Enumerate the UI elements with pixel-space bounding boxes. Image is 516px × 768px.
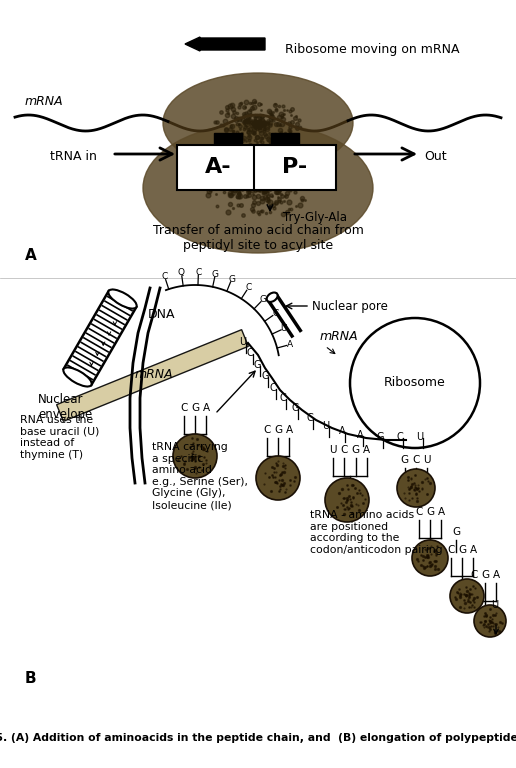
Text: Transfer of amino acid chain from
peptidyl site to acyl site: Transfer of amino acid chain from peptid… xyxy=(153,224,363,252)
Text: mRNA: mRNA xyxy=(320,330,359,343)
Text: G: G xyxy=(481,570,489,580)
Text: C: C xyxy=(412,455,420,465)
Text: G: G xyxy=(458,545,466,555)
Text: G: G xyxy=(291,403,299,413)
Text: Nuclear
envelope: Nuclear envelope xyxy=(38,393,92,421)
Text: G: G xyxy=(426,507,434,517)
Text: G: G xyxy=(401,455,409,465)
Text: mRNA: mRNA xyxy=(25,95,63,108)
Circle shape xyxy=(412,540,448,576)
Text: A: A xyxy=(363,445,370,455)
Text: Ribosome moving on mRNA: Ribosome moving on mRNA xyxy=(285,44,460,57)
Circle shape xyxy=(350,318,480,448)
Text: U: U xyxy=(424,455,431,465)
Text: U: U xyxy=(416,432,424,442)
Circle shape xyxy=(397,469,435,507)
Text: Fig. 8.5. (A) Addition of aminoacids in the peptide chain, and  (B) elongation o: Fig. 8.5. (A) Addition of aminoacids in … xyxy=(0,733,516,743)
Text: G: G xyxy=(261,371,269,381)
Text: P-: P- xyxy=(282,157,308,177)
Text: C: C xyxy=(180,403,187,413)
Text: A-: A- xyxy=(205,157,231,177)
Text: Q: Q xyxy=(178,269,185,277)
Text: G: G xyxy=(228,275,235,283)
Bar xyxy=(214,133,242,173)
Text: mRNA: mRNA xyxy=(135,368,173,381)
Text: C: C xyxy=(470,570,477,580)
Text: C: C xyxy=(263,425,270,435)
Text: A: A xyxy=(286,425,293,435)
Text: C: C xyxy=(447,545,455,555)
Ellipse shape xyxy=(63,367,92,386)
Text: G: G xyxy=(376,432,384,442)
Text: C: C xyxy=(415,507,423,517)
Text: A: A xyxy=(286,340,293,349)
Text: B: B xyxy=(25,671,37,686)
Text: C: C xyxy=(162,273,168,281)
Bar xyxy=(254,144,336,190)
Circle shape xyxy=(173,434,217,478)
Circle shape xyxy=(325,478,369,522)
Text: U: U xyxy=(239,337,247,347)
Ellipse shape xyxy=(143,123,373,253)
Text: A: A xyxy=(470,545,477,555)
Text: Out: Out xyxy=(424,150,447,163)
Text: C: C xyxy=(272,310,279,318)
Ellipse shape xyxy=(163,73,353,173)
Text: U: U xyxy=(281,324,287,333)
Text: G: G xyxy=(274,425,282,435)
Circle shape xyxy=(474,605,506,637)
Text: U: U xyxy=(329,445,337,455)
Text: Try-Gly-Ala: Try-Gly-Ala xyxy=(283,211,347,224)
Text: C: C xyxy=(195,267,202,276)
Text: A: A xyxy=(338,426,345,436)
Bar xyxy=(271,133,299,173)
Text: A: A xyxy=(25,248,37,263)
Text: C: C xyxy=(245,283,251,293)
Text: RNA uses the
base uracil (U)
instead of
thymine (T): RNA uses the base uracil (U) instead of … xyxy=(20,415,100,460)
Polygon shape xyxy=(57,329,248,422)
Text: C: C xyxy=(270,383,277,393)
Text: C: C xyxy=(247,348,253,358)
Text: U: U xyxy=(322,421,330,431)
Text: C: C xyxy=(307,413,313,423)
Circle shape xyxy=(256,456,300,500)
Text: C: C xyxy=(280,393,286,403)
Text: A: A xyxy=(203,403,210,413)
FancyArrow shape xyxy=(185,37,265,51)
Text: Ribosome: Ribosome xyxy=(384,376,446,389)
Text: A: A xyxy=(493,570,500,580)
Text: G: G xyxy=(351,445,360,455)
Bar xyxy=(177,144,259,190)
Text: C: C xyxy=(341,445,348,455)
Text: Nuclear pore: Nuclear pore xyxy=(312,300,388,313)
Ellipse shape xyxy=(267,293,278,302)
Text: C: C xyxy=(397,432,404,442)
Text: G: G xyxy=(191,403,199,413)
Text: A: A xyxy=(357,430,363,440)
Text: G: G xyxy=(212,270,219,279)
Text: G: G xyxy=(260,295,267,304)
Text: A: A xyxy=(438,507,445,517)
Text: tRNA carrying
a specific
amino acid
e.g., Serine (Ser),
Glycine (Gly),
Isoleucin: tRNA carrying a specific amino acid e.g.… xyxy=(152,442,248,510)
Text: G: G xyxy=(452,527,460,537)
Text: tRNA - amino acids
are positioned
according to the
codon/anticodon pairing: tRNA - amino acids are positioned accord… xyxy=(310,510,443,555)
Text: tRNA in: tRNA in xyxy=(50,150,97,163)
Circle shape xyxy=(450,579,484,613)
Text: U: U xyxy=(491,600,498,610)
Text: DNA: DNA xyxy=(148,308,175,321)
Text: G: G xyxy=(253,360,261,370)
Ellipse shape xyxy=(108,290,137,309)
